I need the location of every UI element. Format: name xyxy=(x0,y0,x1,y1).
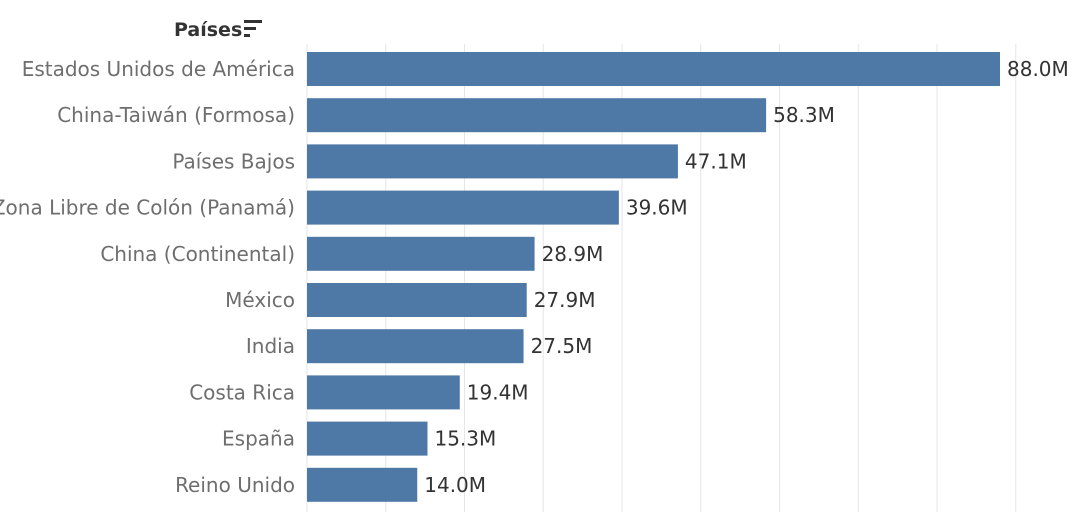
category-label: India xyxy=(246,334,295,358)
category-label: Países Bajos xyxy=(172,149,295,173)
bar[interactable] xyxy=(307,329,524,364)
category-label: China (Continental) xyxy=(100,242,295,266)
sort-descending-icon[interactable] xyxy=(244,20,262,37)
category-labels: Estados Unidos de América China-Taiwán (F… xyxy=(0,57,295,497)
field-header-label[interactable]: Países xyxy=(174,19,242,41)
category-label: Estados Unidos de América xyxy=(22,57,295,81)
bar[interactable] xyxy=(307,421,428,456)
chart-header[interactable]: Países xyxy=(174,19,262,41)
value-label: 39.6M xyxy=(626,196,688,220)
bar[interactable] xyxy=(307,375,460,410)
category-label: Reino Unido xyxy=(175,473,295,497)
value-label: 28.9M xyxy=(542,242,604,266)
bar[interactable] xyxy=(307,283,527,317)
category-label: España xyxy=(222,427,295,451)
value-label: 47.1M xyxy=(685,149,747,173)
category-label: México xyxy=(225,288,295,312)
value-label: 58.3M xyxy=(773,103,835,127)
value-label: 19.4M xyxy=(467,380,529,404)
category-label: China-Taiwán (Formosa) xyxy=(57,103,295,127)
value-label: 27.5M xyxy=(531,334,593,358)
value-label: 88.0M xyxy=(1007,57,1069,81)
value-label: 14.0M xyxy=(424,473,486,497)
category-label: Zona Libre de Colón (Panamá) xyxy=(0,196,295,220)
bar[interactable] xyxy=(307,98,767,133)
bar[interactable] xyxy=(307,467,418,502)
value-label: 27.9M xyxy=(534,288,596,312)
bar[interactable] xyxy=(307,236,535,271)
bar[interactable] xyxy=(307,190,619,225)
value-labels: 88.0M 58.3M 47.1M 39.6M 28.9M 27.9M 27.5M19.4M… xyxy=(424,57,1069,497)
bar[interactable] xyxy=(307,144,678,179)
bars xyxy=(307,52,1000,502)
value-label: 15.3M xyxy=(434,427,496,451)
category-label: Costa Rica xyxy=(189,380,295,404)
bar[interactable] xyxy=(307,52,1000,86)
